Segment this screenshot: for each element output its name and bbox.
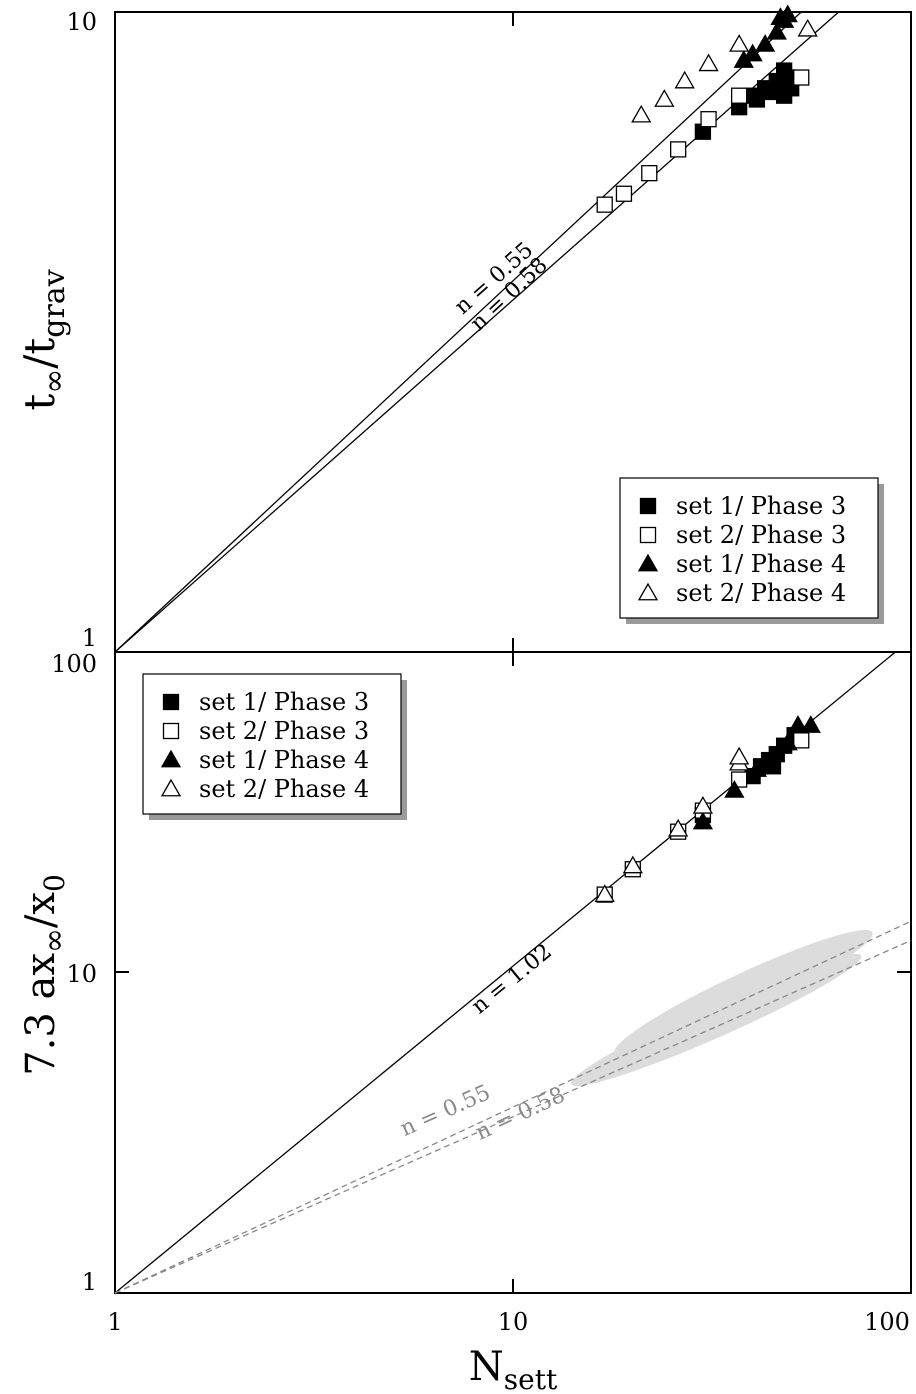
bottom-series-2-point-3 — [755, 752, 776, 771]
bottom-legend-marker-3 — [160, 778, 182, 797]
top-y-tick-1: 1 — [82, 624, 97, 652]
top-series-3-point-5 — [797, 18, 818, 37]
top-y-label-sub2: grav — [37, 269, 72, 337]
top-legend-marker-2 — [637, 553, 659, 572]
bottom-series-3-point-1 — [622, 855, 643, 874]
top-series-2-point-3 — [766, 21, 787, 40]
bottom-y-label-mid: /x — [18, 892, 64, 928]
top-series-3-point-2 — [674, 70, 695, 89]
bottom-fit-line-1 — [114, 920, 912, 1294]
top-series-0-point-11 — [775, 87, 793, 104]
bottom-y-axis-label: 7.3 ax∞/x0 — [18, 874, 72, 1076]
top-series-1-point-0 — [596, 196, 613, 213]
top-series-1-point-4 — [700, 111, 717, 128]
top-y-label-mid: /t — [15, 338, 64, 369]
top-series-3-point-1 — [654, 89, 675, 107]
top-series-1-point-5 — [730, 87, 748, 104]
x-label-sub: sett — [504, 1363, 558, 1394]
top-y-label-sub1: ∞ — [37, 369, 72, 394]
bottom-series-3-point-0 — [594, 884, 615, 903]
bottom-y-tick-10: 10 — [66, 960, 97, 988]
x-axis-label: Nsett — [469, 1344, 558, 1394]
top-fit-line-1 — [114, 11, 840, 653]
top-series-3-point-3 — [698, 53, 719, 72]
bottom-fit-line-2 — [114, 939, 912, 1294]
bottom-series-2-point-5 — [787, 715, 809, 733]
bottom-fit-label-0: n = 1.02 — [467, 939, 557, 1019]
top-legend-label-0: set 1/ Phase 3 — [676, 492, 846, 520]
shaded-region-1 — [570, 953, 862, 1087]
x-tick-10: 10 — [498, 1308, 529, 1336]
bottom-series-2-point-4 — [777, 732, 798, 751]
bottom-y-label-sub2: 0 — [38, 874, 71, 892]
bottom-legend-label-0: set 1/ Phase 3 — [199, 688, 369, 716]
top-y-tick-10: 10 — [66, 8, 97, 36]
bottom-y-label-sub1: ∞ — [37, 928, 72, 953]
bottom-legend-label-2: set 1/ Phase 4 — [199, 746, 369, 774]
top-legend-label-3: set 2/ Phase 4 — [676, 579, 846, 607]
bottom-series-1-point-5 — [793, 732, 810, 749]
top-y-axis-label: t∞/tgrav — [15, 269, 72, 410]
top-series-2-point-2 — [755, 34, 776, 52]
top-legend-marker-3 — [637, 582, 659, 601]
top-series-2-point-6 — [770, 7, 791, 26]
bottom-legend-marker-1 — [162, 722, 180, 740]
top-series-3-point-0 — [631, 104, 652, 123]
bottom-legend-box — [142, 673, 402, 815]
top-series-3-point-4 — [729, 34, 750, 52]
bottom-legend-label-1: set 2/ Phase 3 — [199, 717, 369, 745]
bottom-series-3-point-5 — [729, 746, 750, 765]
bottom-series-2-point-0 — [692, 811, 714, 830]
bottom-series-3-point-2 — [668, 818, 689, 837]
top-y-label-main: t — [15, 394, 64, 411]
bottom-series-2-point-6 — [800, 715, 821, 733]
top-legend-marker-1 — [639, 526, 657, 544]
top-panel: n = 0.58n = 0.55 10 1 t∞/tgrav set 1/ Ph… — [15, 4, 912, 653]
top-series-1-point-6 — [793, 69, 810, 86]
bottom-legend-marker-2 — [160, 749, 182, 768]
top-series-1-point-1 — [615, 185, 633, 202]
top-legend-box — [619, 477, 879, 619]
bottom-y-label-main: 7.3 ax — [18, 953, 64, 1076]
bottom-series-2-point-1 — [724, 780, 745, 798]
bottom-y-tick-1: 1 — [82, 1268, 97, 1296]
bottom-legend-marker-0 — [162, 693, 180, 711]
top-fit-line-0 — [114, 11, 802, 653]
x-label-main: N — [469, 1344, 504, 1390]
bottom-series-3-point-3 — [692, 796, 714, 814]
top-series-1-point-3 — [670, 141, 687, 158]
top-series-1-point-2 — [641, 165, 658, 182]
bottom-y-tick-100: 100 — [51, 650, 97, 678]
x-tick-100: 100 — [864, 1308, 910, 1336]
bottom-panel: n = 1.02n = 0.58n = 0.55 100 10 1 1 10 1… — [18, 650, 912, 1394]
top-legend-label-2: set 1/ Phase 4 — [676, 550, 846, 578]
top-series-2-point-1 — [742, 43, 763, 62]
top-legend-label-1: set 2/ Phase 3 — [676, 521, 846, 549]
top-legend-marker-0 — [639, 497, 657, 515]
x-tick-1: 1 — [107, 1308, 122, 1336]
bottom-legend-label-3: set 2/ Phase 4 — [199, 775, 369, 803]
